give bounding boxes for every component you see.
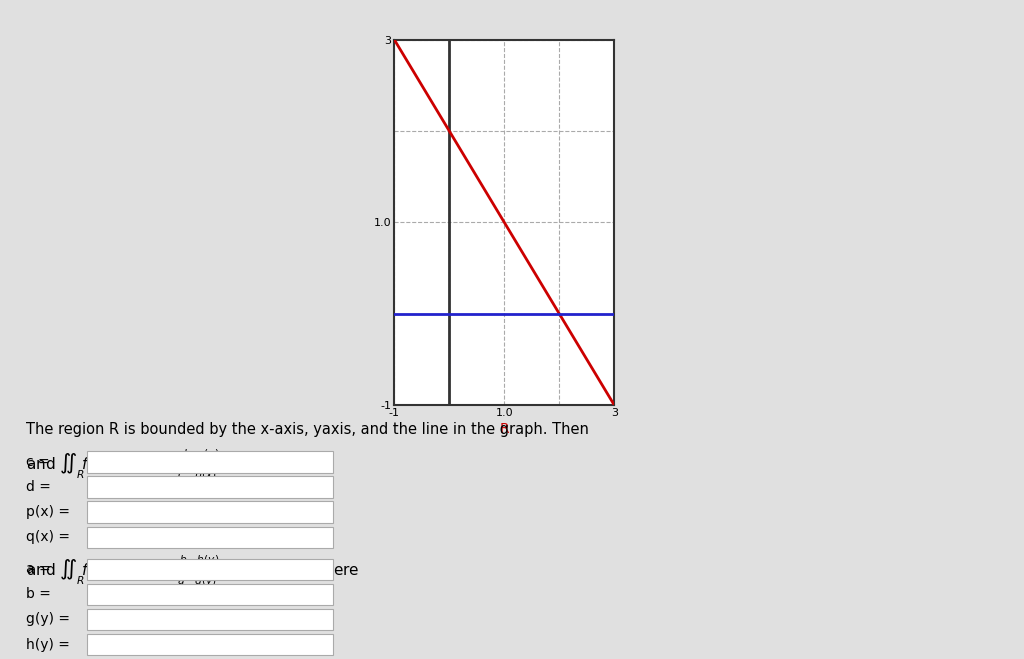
Text: h(y) =: h(y) = <box>26 637 70 652</box>
Text: and $\int\!\!\int_{R}\! f(x,y)\,dA = \int_{a}^{b}\!\int_{g(y)}^{h(y)}\! f(x,y)\,: and $\int\!\!\int_{R}\! f(x,y)\,dA = \in… <box>26 554 359 589</box>
Text: a =: a = <box>26 562 50 577</box>
FancyBboxPatch shape <box>87 634 333 655</box>
FancyBboxPatch shape <box>87 609 333 630</box>
FancyBboxPatch shape <box>87 584 333 605</box>
Text: The region R is bounded by the x-axis, yaxis, and the line in the graph. Then: The region R is bounded by the x-axis, y… <box>26 422 589 437</box>
FancyBboxPatch shape <box>87 451 333 473</box>
FancyBboxPatch shape <box>87 527 333 548</box>
X-axis label: R: R <box>500 422 509 436</box>
Text: and $\int\!\!\int_{R}\! f(x,y)\,dA = \int_{c}^{d}\!\int_{p(x)}^{q(x)}\! f(x,y)\,: and $\int\!\!\int_{R}\! f(x,y)\,dA = \in… <box>26 448 303 484</box>
FancyBboxPatch shape <box>87 559 333 580</box>
Text: c =: c = <box>26 455 49 469</box>
Text: p(x) =: p(x) = <box>26 505 70 519</box>
FancyBboxPatch shape <box>87 476 333 498</box>
Text: d =: d = <box>26 480 50 494</box>
Text: g(y) =: g(y) = <box>26 612 70 627</box>
Text: b =: b = <box>26 587 50 602</box>
Text: q(x) =: q(x) = <box>26 530 70 544</box>
FancyBboxPatch shape <box>87 501 333 523</box>
